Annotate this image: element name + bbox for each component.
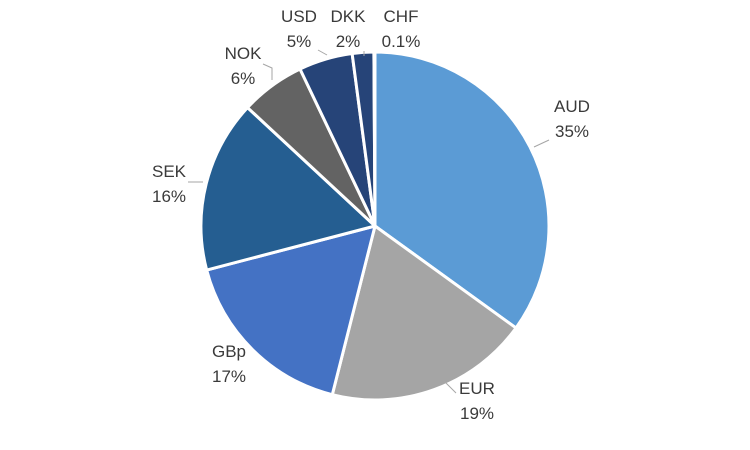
pie-slice-aud [373,50,551,330]
slice-category-label-usd: USD [281,7,317,26]
pie-slice-chf [372,50,377,228]
pie-slice-sek [199,106,377,272]
slice-category-label-gbp: GBp [212,342,246,361]
pie-slice-eur [330,224,518,402]
slice-category-label-dkk: DKK [331,7,367,26]
slice-category-label-chf: CHF [384,7,419,26]
slice-category-label-aud: AUD [554,97,590,116]
slice-value-label-usd: 5% [287,32,312,51]
slice-value-label-chf: 0.1% [382,32,421,51]
leader-line-aud [533,139,550,148]
slice-value-label-eur: 19% [460,404,494,423]
slice-value-label-aud: 35% [555,122,589,141]
slice-value-label-gbp: 17% [212,367,246,386]
slice-value-label-sek: 16% [152,187,186,206]
slice-value-label-nok: 6% [231,69,256,88]
slice-labels: AUD 35% EUR 19% GBp 17% SEK 16% NOK 6% USD 5% DKK 2% C… [152,7,590,423]
pie-slice-gbp [205,224,377,397]
pie-slices [199,50,551,402]
leader-line-eur [442,379,457,394]
slice-category-label-sek: SEK [152,162,187,181]
leader-line-usd [317,49,328,56]
slice-category-label-eur: EUR [459,379,495,398]
leader-line-nok [262,63,273,80]
slice-category-label-nok: NOK [225,44,263,63]
leader-lines [188,49,550,394]
slice-value-label-dkk: 2% [336,32,361,51]
